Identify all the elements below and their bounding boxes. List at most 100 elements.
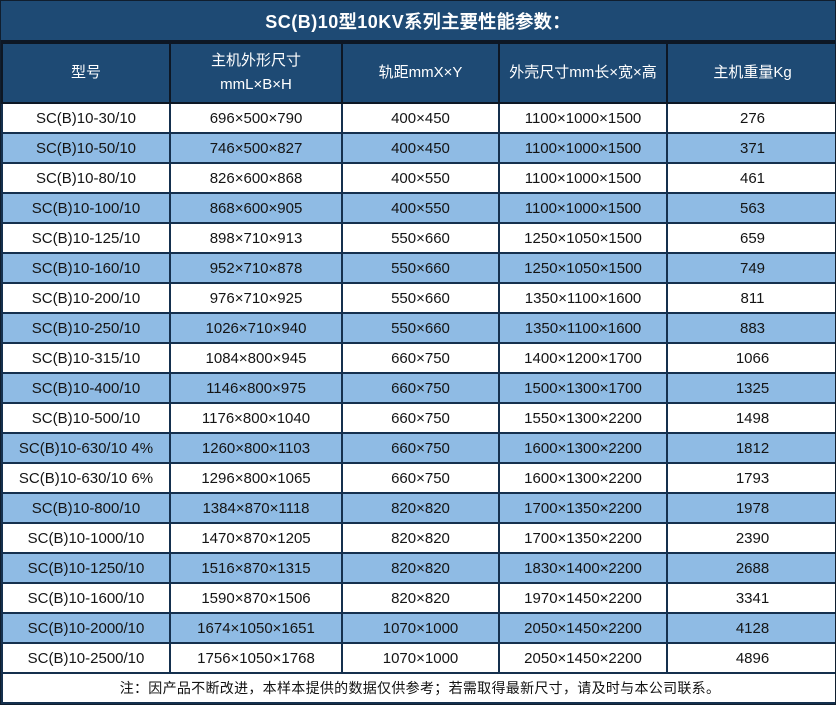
table-row: SC(B)10-200/10 976×710×925 550×660 1350×110…: [1, 282, 835, 314]
table-cell: 1100×1000×1500: [498, 132, 668, 164]
table-row: SC(B)10-50/10 746×500×827 400×450 1100×1000…: [1, 132, 835, 164]
table-cell: 660×750: [341, 372, 500, 404]
table-row: SC(B)10-315/10 1084×800×945 660×750 1400×12…: [1, 342, 835, 374]
table-cell: 276: [666, 102, 835, 134]
footnote-row: 注：因产品不断改进，本样本提供的数据仅供参考；若需取得最新尺寸，请及时与本公司联…: [1, 672, 835, 704]
table-header: 型号 主机外形尺寸 mmL×B×H 轨距mmX×Y 外壳尺寸mm长×宽×高 主机重量Kg: [1, 42, 835, 104]
header-row: 型号 主机外形尺寸 mmL×B×H 轨距mmX×Y 外壳尺寸mm长×宽×高 主机重量Kg: [1, 42, 835, 104]
table-cell: SC(B)10-250/10: [1, 312, 171, 344]
table-row: SC(B)10-160/10 952×710×878 550×660 1250×105…: [1, 252, 835, 284]
table-row: SC(B)10-500/10 1176×800×1040 660×750 1550×1…: [1, 402, 835, 434]
table-cell: 550×660: [341, 222, 500, 254]
table-cell: SC(B)10-30/10: [1, 102, 171, 134]
table-cell: 1350×1100×1600: [498, 312, 668, 344]
table-cell: 550×660: [341, 312, 500, 344]
table-cell: 550×660: [341, 252, 500, 284]
table-cell: SC(B)10-125/10: [1, 222, 171, 254]
table-cell: 820×820: [341, 582, 500, 614]
table-row: SC(B)10-2000/10 1674×1050×1651 1070×1000 20…: [1, 612, 835, 644]
table-cell: 1812: [666, 432, 835, 464]
table-cell: 1100×1000×1500: [498, 192, 668, 224]
table-cell: SC(B)10-400/10: [1, 372, 171, 404]
table-row: SC(B)10-400/10 1146×800×975 660×750 1500×13…: [1, 372, 835, 404]
table-cell: 820×820: [341, 522, 500, 554]
table-row: SC(B)10-100/10 868×600×905 400×550 1100×100…: [1, 192, 835, 224]
table-cell: 2688: [666, 552, 835, 584]
table-cell: 1516×870×1315: [169, 552, 343, 584]
table-cell: 550×660: [341, 282, 500, 314]
table-cell: 1350×1100×1600: [498, 282, 668, 314]
table-cell: 1830×1400×2200: [498, 552, 668, 584]
table-cell: 4128: [666, 612, 835, 644]
table-cell: 1793: [666, 462, 835, 494]
column-header: 型号: [1, 42, 171, 104]
table-row: SC(B)10-250/10 1026×710×940 550×660 1350×11…: [1, 312, 835, 344]
table-cell: 660×750: [341, 432, 500, 464]
table-cell: 1100×1000×1500: [498, 102, 668, 134]
table-cell: 1260×800×1103: [169, 432, 343, 464]
table-cell: 659: [666, 222, 835, 254]
column-header: 轨距mmX×Y: [341, 42, 500, 104]
column-header: 主机重量Kg: [666, 42, 835, 104]
table-cell: 1600×1300×2200: [498, 432, 668, 464]
table-cell: 400×450: [341, 132, 500, 164]
table-cell: SC(B)10-1600/10: [1, 582, 171, 614]
footnote-text: 注：因产品不断改进，本样本提供的数据仅供参考；若需取得最新尺寸，请及时与本公司联…: [1, 672, 835, 704]
table-cell: 1550×1300×2200: [498, 402, 668, 434]
table-cell: 1978: [666, 492, 835, 524]
table-cell: 461: [666, 162, 835, 194]
table-cell: SC(B)10-2000/10: [1, 612, 171, 644]
table-cell: SC(B)10-2500/10: [1, 642, 171, 674]
table-cell: 1700×1350×2200: [498, 492, 668, 524]
table-cell: SC(B)10-630/10 6%: [1, 462, 171, 494]
table-cell: 3341: [666, 582, 835, 614]
table-cell: 696×500×790: [169, 102, 343, 134]
table-cell: 1498: [666, 402, 835, 434]
table-cell: 660×750: [341, 462, 500, 494]
table-row: SC(B)10-80/10 826×600×868 400×550 1100×1000…: [1, 162, 835, 194]
table-cell: 868×600×905: [169, 192, 343, 224]
table-row: SC(B)10-125/10 898×710×913 550×660 1250×105…: [1, 222, 835, 254]
spec-table: 型号 主机外形尺寸 mmL×B×H 轨距mmX×Y 外壳尺寸mm长×宽×高 主机重量Kg …: [1, 42, 835, 704]
table-cell: 1250×1050×1500: [498, 252, 668, 284]
table-cell: SC(B)10-630/10 4%: [1, 432, 171, 464]
table-cell: 820×820: [341, 492, 500, 524]
table-cell: SC(B)10-100/10: [1, 192, 171, 224]
table-cell: 563: [666, 192, 835, 224]
table-cell: 826×600×868: [169, 162, 343, 194]
table-cell: 660×750: [341, 402, 500, 434]
table-row: SC(B)10-630/10 6% 1296×800×1065 660×750 160…: [1, 462, 835, 494]
table-cell: 976×710×925: [169, 282, 343, 314]
table-cell: 4896: [666, 642, 835, 674]
table-cell: SC(B)10-1250/10: [1, 552, 171, 584]
table-cell: 1146×800×975: [169, 372, 343, 404]
table-cell: 820×820: [341, 552, 500, 584]
table-cell: 1084×800×945: [169, 342, 343, 374]
table-cell: 1176×800×1040: [169, 402, 343, 434]
table-cell: 1070×1000: [341, 612, 500, 644]
table-row: SC(B)10-2500/10 1756×1050×1768 1070×1000 20…: [1, 642, 835, 674]
table-cell: 1384×870×1118: [169, 492, 343, 524]
table-cell: 811: [666, 282, 835, 314]
table-cell: 1756×1050×1768: [169, 642, 343, 674]
table-row: SC(B)10-30/10 696×500×790 400×450 1100×1000…: [1, 102, 835, 134]
table-cell: SC(B)10-80/10: [1, 162, 171, 194]
table-cell: SC(B)10-50/10: [1, 132, 171, 164]
table-cell: 1070×1000: [341, 642, 500, 674]
table-cell: 1470×870×1205: [169, 522, 343, 554]
table-cell: 400×550: [341, 162, 500, 194]
table-cell: 2390: [666, 522, 835, 554]
table-cell: 1325: [666, 372, 835, 404]
table-cell: 1700×1350×2200: [498, 522, 668, 554]
table-row: SC(B)10-1000/10 1470×870×1205 820×820 1700×…: [1, 522, 835, 554]
table-cell: 898×710×913: [169, 222, 343, 254]
table-cell: 746×500×827: [169, 132, 343, 164]
table-cell: SC(B)10-1000/10: [1, 522, 171, 554]
table-body: SC(B)10-30/10 696×500×790 400×450 1100×1000…: [1, 102, 835, 674]
table-cell: 371: [666, 132, 835, 164]
table-cell: 400×550: [341, 192, 500, 224]
table-cell: 1674×1050×1651: [169, 612, 343, 644]
table-cell: 1250×1050×1500: [498, 222, 668, 254]
table-row: SC(B)10-630/10 4% 1260×800×1103 660×750 160…: [1, 432, 835, 464]
